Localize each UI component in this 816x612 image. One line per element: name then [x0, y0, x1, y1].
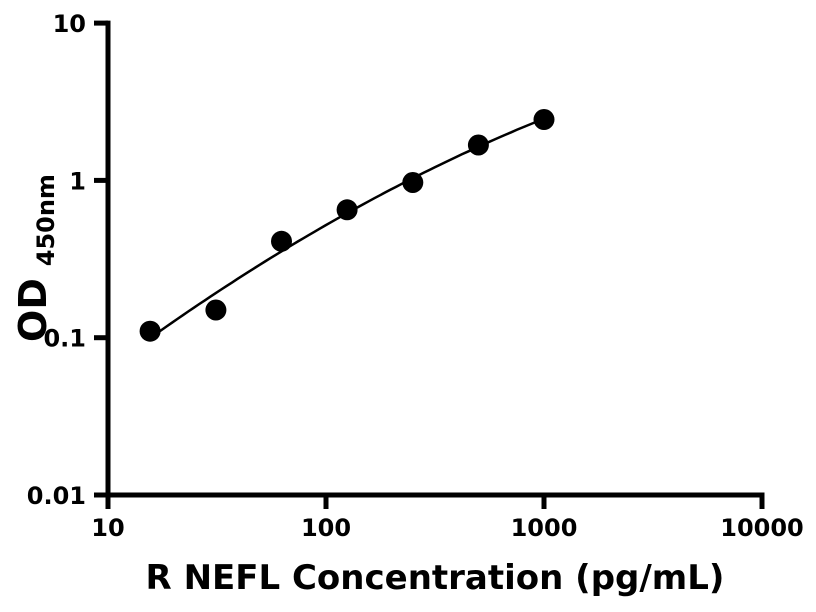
data-point [205, 299, 227, 321]
y-tick-label: 0.1 [43, 325, 86, 353]
y-tick-labels: 0.01 0.1 1 10 [27, 10, 86, 510]
data-point [336, 199, 358, 221]
x-tick-label: 1000 [511, 514, 578, 542]
x-axis-title: R NEFL Concentration (pg/mL) [146, 558, 725, 598]
data-point [402, 172, 424, 193]
y-axis-title: OD 450nm [11, 174, 60, 342]
data-point [139, 320, 161, 342]
y-tick-label: 0.01 [27, 482, 86, 510]
y-axis-title-sub: 450nm [32, 174, 60, 266]
data-point [467, 134, 489, 156]
axis-spine [105, 20, 765, 498]
axes-layer [94, 20, 765, 509]
x-tick-label: 10000 [720, 514, 804, 542]
data-points-group [139, 109, 555, 342]
data-point [271, 230, 292, 252]
y-tick-label: 10 [53, 10, 86, 38]
x-tick-labels: 10 100 1000 10000 [91, 514, 803, 542]
y-axis-title-main: OD [11, 278, 55, 342]
data-point [533, 109, 555, 130]
x-tick-label: 10 [91, 514, 124, 542]
x-tick-label: 100 [301, 514, 351, 542]
y-tick-label: 1 [69, 167, 86, 195]
